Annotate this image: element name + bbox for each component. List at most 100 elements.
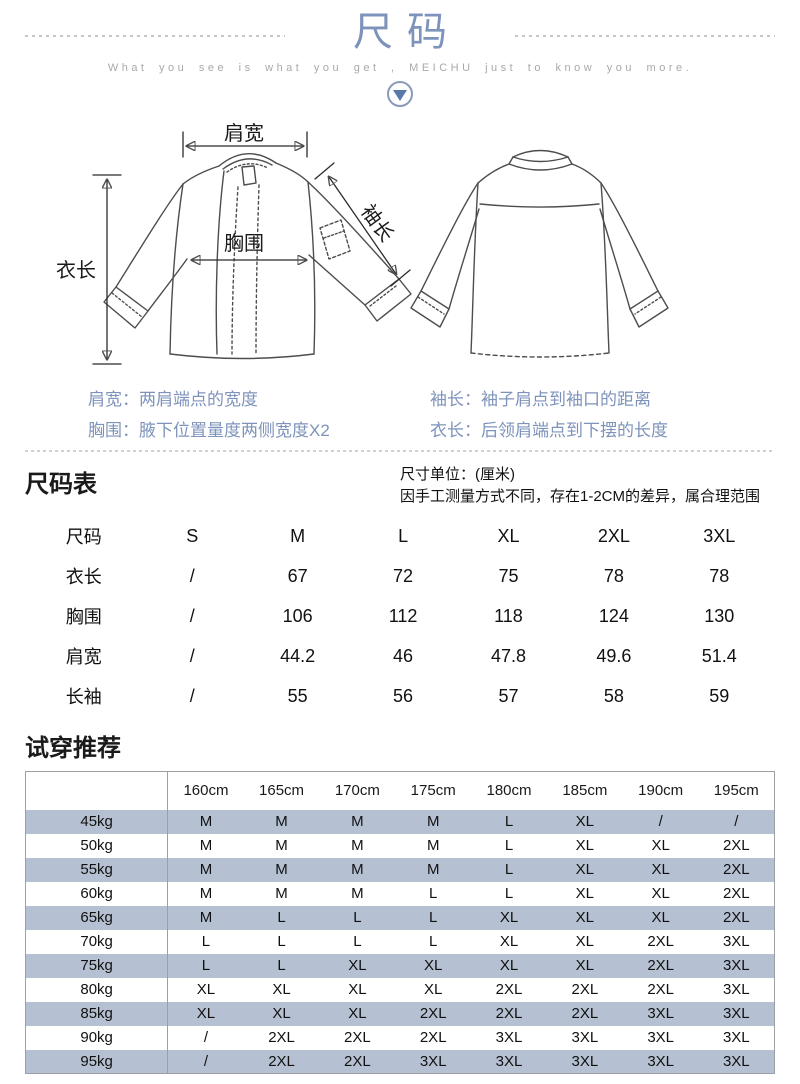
note-shoulder: 肩宽：两肩端点的宽度 bbox=[88, 390, 258, 409]
table-cell: M bbox=[426, 837, 440, 854]
table-cell: M bbox=[426, 861, 440, 878]
table-cell: 2XL bbox=[647, 981, 675, 998]
table-cell: XL bbox=[424, 957, 443, 974]
header-subtitle: What you see is what you get , MEICHU ju… bbox=[107, 62, 693, 74]
column-header: 2XL bbox=[597, 525, 630, 546]
row-header: 55kg bbox=[25, 857, 169, 882]
table-cell: 51.4 bbox=[701, 645, 737, 666]
table-row: 70kg L L L L XL XL 2XL 3XL bbox=[25, 929, 775, 954]
table-cell: 2XL bbox=[268, 1052, 295, 1070]
table-cell: 3XL bbox=[722, 1029, 750, 1046]
table-cell: 2XL bbox=[419, 1029, 447, 1046]
table-cell: 3XL bbox=[722, 957, 750, 974]
chest-label: 胸围 bbox=[224, 232, 264, 255]
row-header: 80kg bbox=[25, 977, 169, 1002]
table-cell: 118 bbox=[494, 605, 523, 626]
table-cell: XL bbox=[575, 861, 595, 878]
table-row: 95kg / 2XL 2XL 3XL 3XL 3XL 3XL 3XL bbox=[25, 1049, 775, 1074]
table-cell: M bbox=[199, 861, 213, 878]
note-length: 衣长：后领肩端点到下摆的长度 bbox=[430, 421, 668, 440]
header-divider-right bbox=[515, 35, 775, 37]
fit-recommendation-table: 160cm 165cm 170cm 175cm 180cm 185cm 190cm 195cm… bbox=[25, 771, 775, 1074]
table-cell: XL bbox=[499, 909, 519, 926]
column-header: 175cm bbox=[395, 771, 472, 810]
table-cell: / bbox=[189, 605, 195, 626]
note-sleeve: 袖长：袖子肩点到袖口的距离 bbox=[430, 390, 651, 409]
garment-measurement-diagram: 肩宽 衣长 胸围 袖长 bbox=[56, 122, 669, 365]
table-cell: 124 bbox=[598, 605, 629, 626]
table-row: 80kg XL XL XL XL 2XL 2XL 2XL 3XL bbox=[25, 977, 775, 1002]
table-cell: L bbox=[504, 813, 514, 830]
table-cell: M bbox=[351, 885, 364, 902]
table-cell: 106 bbox=[282, 605, 313, 626]
table-cell: L bbox=[504, 861, 514, 878]
table-cell: M bbox=[351, 861, 364, 878]
table-cell: 72 bbox=[393, 565, 414, 586]
table-cell: L bbox=[353, 933, 362, 950]
note-chest: 胸围：腋下位置量度两侧宽度X2 bbox=[88, 421, 330, 440]
table-cell: L bbox=[429, 933, 438, 950]
table-cell: L bbox=[277, 957, 286, 974]
table-cell: XL bbox=[575, 813, 595, 830]
column-header: 165cm bbox=[243, 771, 320, 810]
table-header-row: 160cm 165cm 170cm 175cm 180cm 185cm 190cm 195cm bbox=[25, 771, 775, 810]
column-header: 160cm bbox=[167, 771, 244, 810]
table-cell: XL bbox=[196, 981, 216, 998]
table-cell: 75 bbox=[498, 565, 519, 586]
table-cell: 2XL bbox=[722, 885, 750, 902]
table-cell: XL bbox=[575, 933, 595, 950]
table-cell: 130 bbox=[704, 605, 735, 626]
table-cell: / bbox=[189, 685, 195, 706]
shoulder-width-label: 肩宽 bbox=[224, 122, 264, 145]
table-row: 50kg M M M M L XL XL 2XL bbox=[25, 833, 775, 858]
table-cell: / bbox=[658, 813, 663, 830]
measurement-notes: 肩宽：两肩端点的宽度 袖长：袖子肩点到袖口的距离 胸围：腋下位置量度两侧宽度X2… bbox=[88, 384, 800, 446]
measure-sleeve-length: 袖长 bbox=[314, 162, 411, 287]
table-cell: 44.2 bbox=[280, 645, 316, 666]
table-cell: 3XL bbox=[722, 1005, 750, 1022]
fit-table-heading: 试穿推荐 bbox=[25, 735, 121, 762]
table-cell: 3XL bbox=[722, 933, 750, 950]
table-cell: 2XL bbox=[571, 981, 599, 998]
table-cell: 3XL bbox=[722, 1052, 750, 1070]
size-table: 尺码 S M L XL 2XL 3XL 衣长 / 67 72 75 78 78 胸围 / 106 112 118 1… bbox=[28, 516, 772, 716]
table-cell: M bbox=[351, 837, 364, 854]
table-cell: 2XL bbox=[722, 837, 750, 854]
table-cell: M bbox=[199, 885, 213, 902]
row-header: 50kg bbox=[25, 833, 169, 858]
table-row: 45kg M M M M L XL / / bbox=[25, 809, 775, 834]
table-cell: XL bbox=[272, 981, 291, 998]
table-cell: L bbox=[429, 885, 438, 902]
table-cell: L bbox=[504, 837, 514, 854]
row-header: 肩宽 bbox=[65, 647, 102, 667]
table-cell: L bbox=[504, 885, 514, 902]
table-cell: 47.8 bbox=[490, 645, 526, 666]
table-cell: M bbox=[199, 909, 213, 926]
table-cell: M bbox=[275, 837, 288, 854]
table-row: 90kg / 2XL 2XL 2XL 3XL 3XL 3XL 3XL bbox=[25, 1025, 775, 1050]
table-cell: 112 bbox=[388, 605, 418, 626]
row-header: 长袖 bbox=[65, 687, 102, 707]
row-header: 70kg bbox=[25, 929, 169, 954]
table-cell: 2XL bbox=[495, 1005, 523, 1022]
table-cell: 2XL bbox=[344, 1029, 371, 1046]
table-cell: 3XL bbox=[722, 981, 750, 998]
table-cell: 59 bbox=[709, 685, 730, 706]
jacket-back-drawing bbox=[410, 149, 669, 358]
table-cell: L bbox=[277, 933, 286, 950]
table-cell: XL bbox=[575, 909, 595, 926]
table-cell: XL bbox=[651, 837, 670, 854]
table-cell: 2XL bbox=[722, 861, 750, 878]
table-cell: 3XL bbox=[419, 1052, 447, 1070]
table-cell: 58 bbox=[603, 685, 624, 706]
page-title: 尺码 bbox=[353, 10, 461, 54]
table-row: 60kg M M M L L XL XL 2XL bbox=[25, 881, 775, 906]
table-cell: XL bbox=[651, 885, 670, 902]
column-header: L bbox=[398, 525, 409, 546]
column-header: 170cm bbox=[319, 771, 396, 810]
table-cell: XL bbox=[424, 981, 443, 998]
table-cell: XL bbox=[575, 957, 595, 974]
row-header: 85kg bbox=[25, 1001, 169, 1026]
column-header: 尺码 bbox=[65, 527, 102, 547]
table-cell: 57 bbox=[498, 685, 519, 706]
